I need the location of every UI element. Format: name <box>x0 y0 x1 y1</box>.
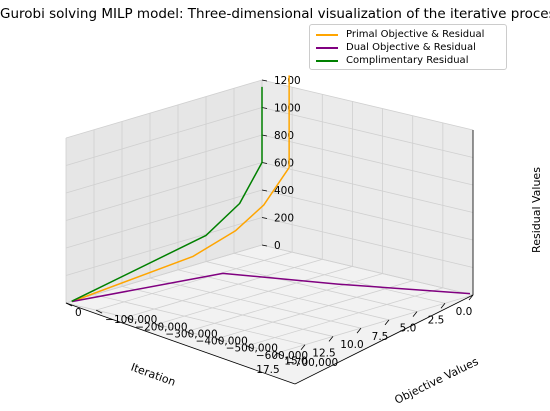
series-line-2 <box>72 272 471 303</box>
x-tick <box>356 327 362 334</box>
legend-swatch-primal <box>316 33 338 36</box>
x-tick-label: 0.0 <box>456 306 473 318</box>
x-tick-label: 7.5 <box>372 331 389 343</box>
z-tick <box>261 244 268 247</box>
legend: Primal Objective & Residual Dual Objecti… <box>309 24 507 70</box>
legend-label-dual: Dual Objective & Residual <box>346 42 476 53</box>
x-axis-line <box>65 302 296 385</box>
legend-swatch-complimentary <box>316 59 338 62</box>
z-tick <box>261 162 268 164</box>
z-tick-label: 1000 <box>274 103 301 115</box>
z-axis-label: Residual Values <box>530 167 543 253</box>
y-tick <box>246 345 254 350</box>
x-tick-label: 5.0 <box>400 323 417 335</box>
z-tick-label: 0 <box>274 240 281 252</box>
legend-swatch-dual <box>316 46 338 49</box>
z-tick-label: 400 <box>274 185 294 197</box>
x-tick-label: 2.5 <box>428 314 445 326</box>
y-axis-label: Objective Values <box>392 355 480 407</box>
x-tick-label: 17.5 <box>256 364 279 376</box>
z-tick <box>261 134 268 137</box>
axis-panes <box>66 80 473 384</box>
legend-item-dual: Dual Objective & Residual <box>316 41 476 54</box>
x-tick <box>468 294 474 301</box>
legend-item-primal: Primal Objective & Residual <box>316 28 484 41</box>
x-tick-label: 15.0 <box>284 356 307 368</box>
y-tick-label: 0 <box>75 307 82 319</box>
series-lines <box>71 75 471 303</box>
legend-label-complimentary: Complimentary Residual <box>346 55 469 66</box>
z-tick-label: 800 <box>274 130 294 142</box>
x-tick <box>272 352 278 359</box>
x-tick <box>384 319 390 326</box>
axis-lines <box>65 130 474 385</box>
legend-label-primal: Primal Objective & Residual <box>346 29 485 40</box>
x-tick <box>440 303 446 309</box>
series-line-1 <box>71 75 290 303</box>
z-tick <box>261 217 268 219</box>
y-tick <box>65 302 73 307</box>
chart-title: Gurobi solving MILP model: Three-dimensi… <box>0 6 550 22</box>
x-tick <box>300 344 306 350</box>
axis-ticks: 0.02.55.07.510.012.515.017.50−100,000−20… <box>65 75 474 376</box>
x-tick <box>412 311 418 317</box>
x-axis-label: Iteration <box>129 361 177 389</box>
z-tick-label: 600 <box>274 158 294 170</box>
y-tick <box>156 324 163 328</box>
y-tick <box>126 316 133 321</box>
x-tick <box>328 336 334 342</box>
z-tick <box>261 189 268 192</box>
z-tick <box>261 79 268 82</box>
y-tick <box>95 309 103 314</box>
y-tick <box>216 338 223 343</box>
series-line-3 <box>71 86 263 303</box>
y-axis-line <box>294 294 474 385</box>
z-tick <box>261 107 268 109</box>
x-tick-label: 12.5 <box>312 347 335 359</box>
z-tick-label: 200 <box>274 213 294 225</box>
y-tick <box>276 352 284 357</box>
x-tick-label: 10.0 <box>340 339 363 351</box>
y-tick-label: −700,000 <box>286 357 338 369</box>
y-tick <box>186 331 193 335</box>
legend-item-complimentary: Complimentary Residual <box>316 54 468 67</box>
floor-pane <box>66 245 473 384</box>
z-tick-label: 1200 <box>274 75 301 87</box>
